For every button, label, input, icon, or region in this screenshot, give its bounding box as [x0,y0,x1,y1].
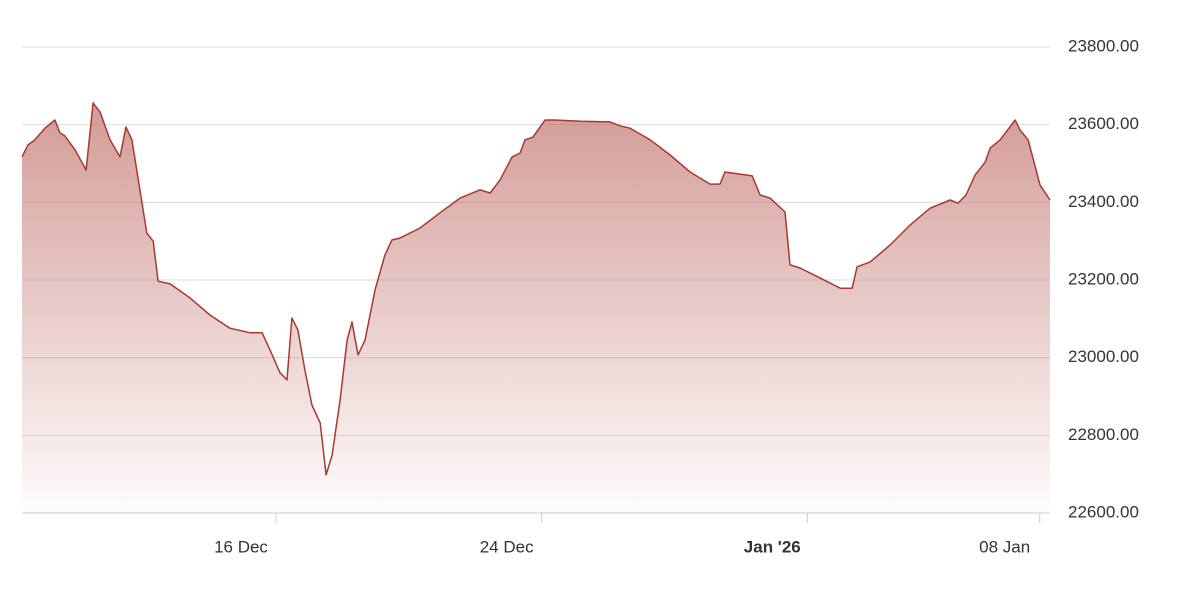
y-tick-label: 22800.00 [1068,425,1139,444]
area-fill [22,102,1050,514]
y-tick-label: 23000.00 [1068,347,1139,366]
x-tick-label: 24 Dec [480,537,534,556]
y-tick-label: 23400.00 [1068,192,1139,211]
y-tick-label: 22600.00 [1068,502,1139,521]
x-tick-label: Jan '26 [744,537,801,556]
y-tick-label: 23600.00 [1068,114,1139,133]
y-tick-label: 23200.00 [1068,269,1139,288]
x-tick-label: 16 Dec [214,537,268,556]
x-tick-label: 08 Jan [979,537,1030,556]
price-line [21,102,1051,476]
y-tick-label: 23800.00 [1068,36,1139,55]
